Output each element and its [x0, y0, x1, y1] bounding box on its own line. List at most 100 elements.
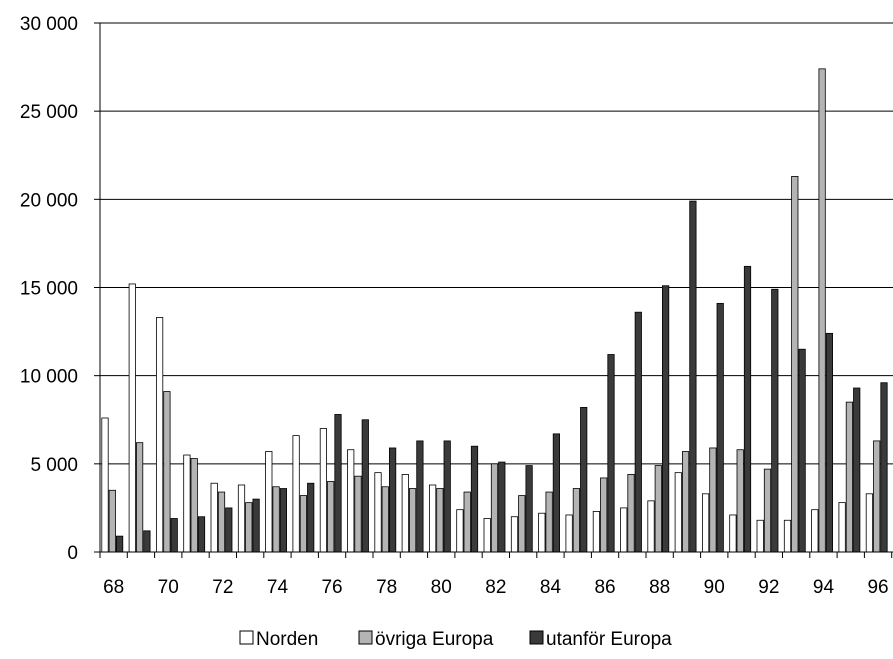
bar	[265, 451, 273, 553]
bar	[470, 445, 479, 553]
bar	[416, 440, 424, 553]
legend-label: övriga Europa	[375, 629, 494, 650]
bar	[225, 507, 233, 553]
bar	[143, 530, 151, 553]
bar	[443, 440, 451, 553]
bar	[436, 488, 444, 553]
bar	[811, 509, 819, 553]
bar	[237, 484, 246, 553]
x-tick-label: 68	[103, 577, 124, 598]
bar	[545, 491, 553, 553]
bar	[381, 486, 389, 553]
y-tick-label: 5 000	[30, 455, 78, 476]
bar	[798, 348, 806, 553]
bar	[580, 407, 588, 553]
bar	[272, 486, 280, 553]
bar	[716, 302, 724, 553]
bar	[525, 465, 533, 553]
y-tick-label: 20 000	[20, 190, 78, 211]
y-tick-labels: 0 5 000 10 000 15 000 20 000 25 000 30 000	[20, 14, 78, 564]
x-tick-label: 74	[267, 577, 289, 598]
x-tick-label: 94	[813, 577, 835, 598]
bar	[600, 477, 608, 553]
bars	[101, 68, 888, 553]
bar	[825, 332, 834, 553]
bar	[853, 387, 861, 553]
bar	[292, 435, 300, 553]
x-tick-labels: 68 70 72 74 76 78 80 82 84 86 88 90 92 94 96	[103, 577, 889, 598]
y-tick-label: 15 000	[20, 279, 78, 300]
y-tick-label: 30 000	[20, 14, 78, 35]
bar	[245, 502, 253, 553]
bar	[709, 447, 717, 553]
bar	[729, 514, 737, 553]
legend-swatch	[358, 630, 373, 645]
bar	[428, 484, 437, 553]
bar	[873, 440, 881, 553]
bar	[565, 514, 573, 553]
bar	[674, 472, 682, 553]
bar	[327, 481, 335, 553]
bar	[682, 451, 690, 553]
bar	[279, 488, 288, 553]
bar	[880, 382, 888, 553]
x-tick-label: 80	[431, 577, 452, 598]
bar	[183, 454, 191, 553]
bar	[361, 419, 369, 553]
bar	[510, 516, 519, 553]
bar	[845, 401, 854, 553]
legend-label: Norden	[256, 629, 318, 650]
bar	[210, 482, 218, 553]
bar	[155, 317, 164, 553]
bar	[463, 491, 471, 553]
bar	[408, 488, 417, 553]
legend: Norden övriga Europa utanför Europa	[239, 629, 672, 650]
bar	[483, 518, 491, 553]
bar	[490, 463, 499, 553]
bar	[783, 519, 792, 553]
bar	[299, 495, 308, 553]
bar	[689, 200, 697, 553]
bar	[334, 414, 342, 553]
legend-label: utanför Europa	[546, 629, 672, 650]
bar	[374, 472, 382, 553]
axes	[94, 22, 893, 558]
bar	[538, 512, 546, 553]
bar	[647, 500, 655, 553]
bar	[108, 489, 116, 553]
bar	[354, 475, 362, 553]
x-tick-label: 84	[540, 577, 562, 598]
bar	[607, 354, 615, 553]
bar	[736, 449, 744, 553]
bar	[702, 493, 710, 553]
x-tick-label: 86	[594, 577, 615, 598]
bar	[190, 458, 198, 553]
x-tick-label: 76	[321, 577, 342, 598]
bar	[865, 493, 874, 553]
bar	[307, 482, 315, 553]
bar	[217, 491, 226, 553]
bar	[771, 288, 779, 553]
y-tick-label: 25 000	[20, 102, 78, 123]
bar	[116, 535, 124, 553]
x-tick-label: 70	[158, 577, 179, 598]
bar	[252, 498, 260, 553]
bar	[552, 433, 561, 553]
x-tick-label: 82	[485, 577, 506, 598]
bar	[401, 474, 409, 553]
bar	[319, 428, 328, 553]
x-tick-label: 78	[376, 577, 397, 598]
bar	[128, 283, 136, 553]
bar	[791, 176, 799, 553]
x-tick-label: 72	[212, 577, 233, 598]
bar	[620, 507, 628, 553]
bar	[662, 285, 670, 553]
bar	[388, 447, 397, 553]
x-tick-label: 96	[867, 577, 888, 598]
bar	[756, 519, 764, 553]
bar	[518, 495, 526, 553]
grid-lines	[100, 22, 893, 465]
bar	[163, 391, 171, 553]
